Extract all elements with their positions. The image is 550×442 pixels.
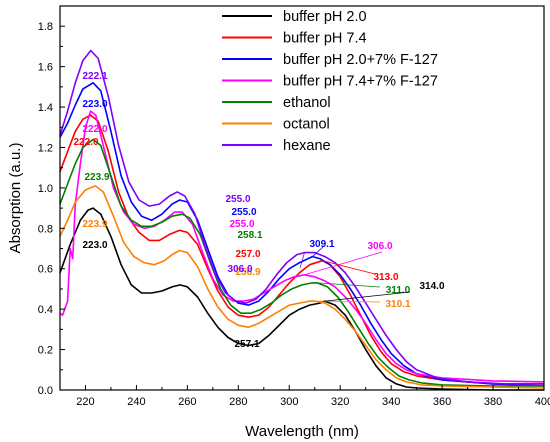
peak-label-18: 311.0: [386, 285, 411, 296]
legend-label-1: buffer pH 7.4: [283, 31, 367, 47]
peak-label-13: 257.1: [234, 339, 259, 350]
peak-label-17: 313.0: [373, 272, 398, 283]
peak-label-4: 223.9: [84, 172, 109, 183]
annotation-leader-14: [299, 252, 305, 269]
legend-label-6: hexane: [283, 138, 331, 154]
axes: 220 240 260 280 300 320 340 360 380 400 0.0 0.2 0.4 0…: [38, 5, 550, 408]
x-tick-label: 320: [331, 396, 349, 408]
series-line-5: [59, 185, 545, 389]
legend-label-3: buffer pH 7.4+7% F-127: [283, 74, 438, 90]
legend-label-2: buffer pH 2.0+7% F-127: [283, 52, 438, 68]
y-axis-title: Absorption (a.u.): [7, 143, 24, 254]
y-tick-label: 0.4: [38, 304, 53, 316]
series-line-2: [59, 82, 545, 387]
peak-label-20: 314.0: [419, 281, 444, 292]
plot-frame: [59, 5, 545, 391]
peak-label-2: 222.0: [82, 124, 107, 135]
series-line-0: [59, 207, 544, 391]
peak-label-10: 258.1: [237, 230, 262, 241]
x-tick-label: 400: [535, 396, 550, 408]
peak-label-5: 223.9: [82, 219, 107, 230]
peak-label-3: 222.0: [73, 137, 98, 148]
series-line-1: [59, 114, 544, 385]
annotation-leader-20: [324, 291, 411, 302]
annotation-leader-18: [317, 282, 381, 288]
x-tick-label: 220: [76, 396, 94, 408]
peak-annotations: 222.1 223.0 222.0 222.0 223.9 223.9 223.0 255.0…: [73, 71, 444, 350]
legend-label-5: octanol: [283, 117, 330, 133]
x-tick-label: 340: [382, 396, 400, 408]
series-line-4: [59, 138, 544, 387]
peak-label-7: 255.0: [225, 194, 250, 205]
peak-label-15: 309.1: [309, 239, 334, 250]
y-tick-label: 0.8: [38, 223, 53, 235]
x-axis-title: Wavelength (nm): [245, 423, 359, 440]
peak-label-8: 255.0: [231, 207, 256, 218]
peak-label-11: 257.0: [235, 249, 260, 260]
series-line-3: [59, 110, 545, 383]
legend: buffer pH 2.0 buffer pH 7.4 buffer pH 2.0+…: [222, 9, 438, 154]
peak-label-6: 223.0: [82, 240, 107, 251]
y-tick-label: 0.0: [38, 385, 53, 397]
x-tick-label: 260: [178, 396, 196, 408]
legend-label-4: ethanol: [283, 95, 331, 111]
peak-label-14: 306.0: [227, 264, 252, 275]
x-tick-label: 360: [433, 396, 451, 408]
series-lines: [59, 49, 545, 391]
y-tick-label: 1.6: [38, 62, 53, 74]
annotation-leader-17: [322, 260, 376, 275]
x-tick-label: 300: [280, 396, 298, 408]
y-tick-label: 1.2: [38, 142, 53, 154]
annotation-leader-16: [304, 251, 383, 276]
y-tick-label: 0.6: [38, 264, 53, 276]
x-tick-label: 380: [484, 396, 502, 408]
annotation-leader-15: [312, 245, 325, 257]
legend-label-0: buffer pH 2.0: [283, 9, 367, 25]
x-tick-label: 240: [127, 396, 145, 408]
series-line-6: [59, 49, 544, 385]
y-tick-label: 1.4: [38, 102, 53, 114]
peak-label-16: 306.0: [367, 241, 392, 252]
x-tick-label: 280: [229, 396, 247, 408]
peak-label-0: 222.1: [82, 71, 107, 82]
peak-label-12: 256.9: [235, 267, 260, 278]
peak-label-1: 223.0: [82, 99, 107, 110]
y-tick-label: 0.2: [38, 345, 53, 357]
y-tick-label: 1.8: [38, 21, 53, 33]
peak-label-19: 310.1: [385, 299, 410, 310]
peak-label-9: 255.0: [229, 219, 254, 230]
y-tick-label: 1.0: [38, 183, 53, 195]
